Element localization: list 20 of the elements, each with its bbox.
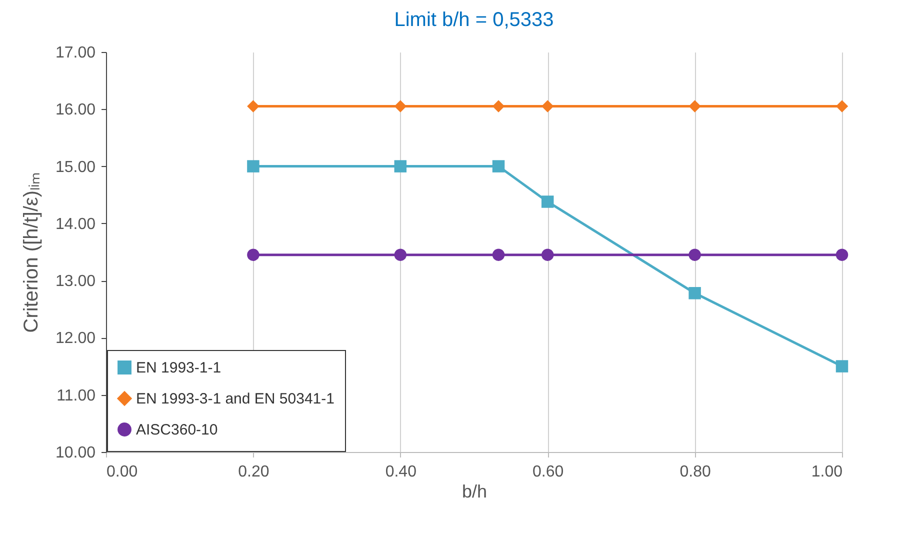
y-axis-title: Criterion ([h/t]/ε)ₗᵢₘ — [20, 172, 42, 333]
x-tick-label: 0.00 — [106, 464, 138, 480]
y-tick-label: 14.00 — [55, 216, 96, 233]
legend-label: EN 1993-3-1 and EN 50341-1 — [136, 390, 334, 408]
legend-label: EN 1993-1-1 — [136, 360, 222, 376]
x-tick-label: 0.60 — [532, 464, 564, 480]
y-tick-label: 15.00 — [55, 158, 96, 176]
chart-title: Limit b/h = 0,5333 — [394, 9, 554, 31]
y-tick-label: 12.00 — [55, 330, 96, 348]
y-tick-label: 16.00 — [55, 102, 96, 119]
x-axis-title: b/h — [462, 482, 488, 502]
x-tick-label: 0.40 — [385, 464, 417, 480]
x-tick-label: 0.20 — [238, 464, 270, 480]
y-tick-label: 13.00 — [55, 273, 96, 290]
y-tick-label: 17.00 — [55, 44, 96, 62]
y-tick-label: 10.00 — [55, 444, 96, 462]
legend-label: AISC360-10 — [136, 422, 218, 438]
x-tick-label: 1.00 — [811, 464, 843, 480]
x-tick-label: 0.80 — [680, 464, 711, 480]
y-tick-label: 11.00 — [56, 387, 96, 404]
